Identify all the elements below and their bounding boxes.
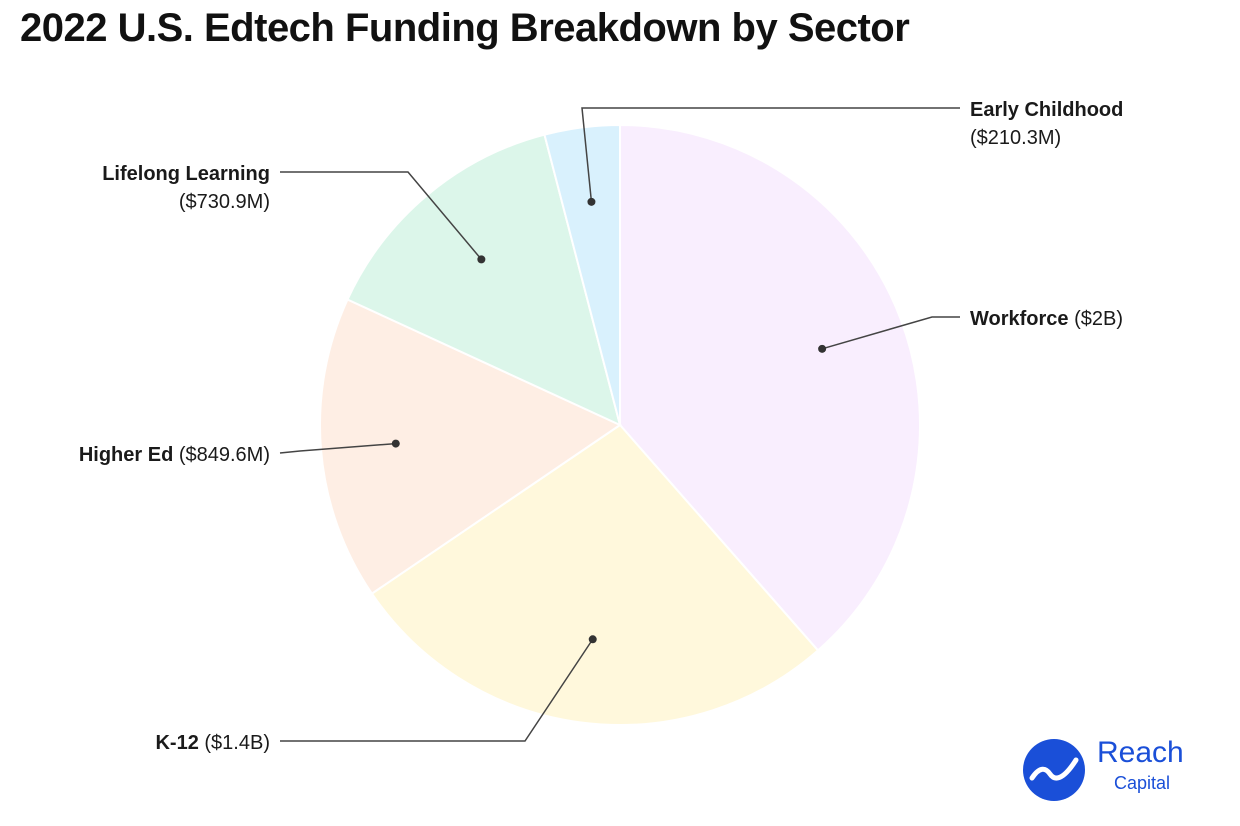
leader-lines [279, 107, 960, 742]
slice-label-value: ($2B) [1069, 308, 1123, 330]
slice-label-value: ($849.6M) [173, 444, 270, 466]
pie-slice-workforce [619, 123, 921, 652]
logo-wordmark: Reach [1097, 736, 1184, 769]
leader-line-lifelong-learning [280, 171, 482, 260]
reach-capital-logo: Reach Capital [1022, 736, 1212, 802]
slice-label-higher-ed: Higher Ed ($849.6M) [79, 444, 270, 466]
slice-label-name: Higher Ed [79, 444, 173, 466]
chart-title: 2022 U.S. Edtech Funding Breakdown by Se… [20, 6, 910, 50]
leader-dot-k-12 [588, 635, 597, 644]
leader-dot-lifelong-learning [477, 255, 486, 264]
slice-label-name: Early Childhood [970, 99, 1123, 121]
leader-dot-higher-ed [391, 439, 400, 448]
pie-slices [319, 123, 921, 726]
pie-slice-k-12 [370, 423, 820, 726]
slice-labels: Workforce ($2B) K-12 ($1.4B) Higher Ed ($8… [79, 99, 1124, 754]
leader-line-workforce [821, 316, 960, 350]
slice-label-workforce: Workforce ($2B) [970, 308, 1123, 330]
slice-label-name: Workforce [970, 308, 1069, 330]
pie-slice-early-childhood [543, 123, 621, 426]
leader-line-higher-ed [279, 442, 396, 454]
logo-subtitle: Capital [1114, 773, 1171, 793]
slice-label-value: ($210.3M) [970, 127, 1061, 149]
slice-label-value: ($730.9M) [179, 191, 270, 213]
slice-label-early-childhood: Early Childhood ($210.3M) [970, 99, 1123, 149]
reach-capital-wave-icon [1023, 739, 1085, 801]
slice-label-value: ($1.4B) [199, 732, 270, 754]
leader-line-early-childhood [581, 107, 960, 202]
slice-label-k-12: K-12 ($1.4B) [155, 732, 270, 754]
leader-dot-workforce [818, 344, 827, 353]
leader-line-k-12 [280, 638, 594, 742]
slice-label-name: K-12 [155, 732, 198, 754]
slice-label-name: Lifelong Learning [102, 163, 270, 185]
slice-label-lifelong-learning: Lifelong Learning ($730.9M) [102, 163, 270, 213]
leader-dot-early-childhood [587, 197, 596, 206]
